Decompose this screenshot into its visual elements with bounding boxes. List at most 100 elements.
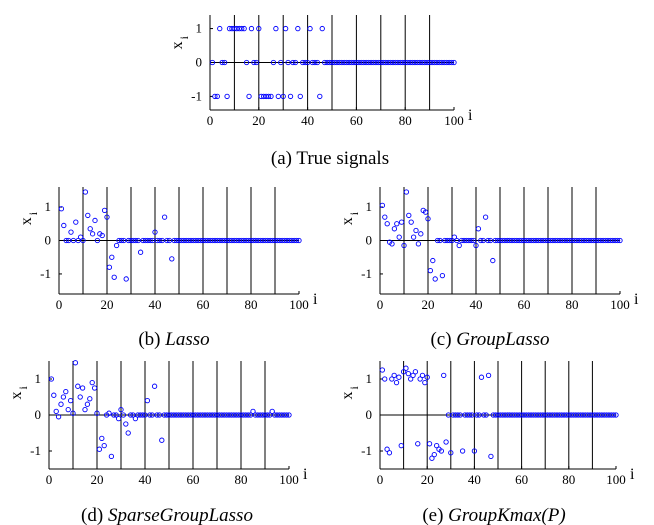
data-point bbox=[286, 412, 292, 418]
data-point bbox=[448, 59, 455, 66]
data-point bbox=[82, 189, 89, 195]
x-tick-label: 40 bbox=[301, 113, 314, 128]
data-point bbox=[58, 401, 64, 407]
data-point bbox=[397, 59, 403, 66]
data-point bbox=[451, 234, 458, 240]
data-point bbox=[424, 59, 430, 66]
data-point bbox=[470, 237, 477, 244]
y-axis-label: x bbox=[18, 217, 35, 225]
data-point bbox=[389, 376, 395, 382]
data-point bbox=[375, 59, 382, 66]
data-point bbox=[317, 93, 323, 100]
data-point bbox=[434, 59, 440, 66]
data-point bbox=[434, 237, 441, 244]
data-point bbox=[104, 214, 110, 220]
y-axis-label-group: xi bbox=[18, 211, 40, 225]
data-point bbox=[408, 219, 414, 225]
subplot-caption: (e) GroupKmax(P) bbox=[422, 505, 565, 525]
data-point bbox=[441, 372, 447, 379]
data-point bbox=[261, 93, 267, 100]
data-point bbox=[214, 93, 220, 100]
data-point bbox=[339, 59, 345, 66]
data-point bbox=[412, 369, 419, 375]
data-point bbox=[443, 439, 449, 445]
data-point bbox=[446, 237, 453, 244]
x-tick-label: 80 bbox=[562, 472, 575, 487]
data-point bbox=[248, 25, 255, 32]
y-tick-label: 1 bbox=[35, 371, 42, 386]
x-tick-label: 60 bbox=[518, 297, 531, 312]
data-point bbox=[614, 237, 621, 244]
data-point bbox=[363, 59, 369, 66]
y-axis-label-subscript: i bbox=[347, 386, 361, 390]
data-point bbox=[455, 412, 461, 418]
data-point bbox=[115, 415, 122, 422]
data-point bbox=[432, 276, 438, 282]
x-tick-label: 80 bbox=[566, 297, 579, 312]
x-axis-label: i bbox=[468, 107, 473, 124]
data-point bbox=[164, 237, 170, 244]
data-point bbox=[448, 450, 454, 456]
data-point bbox=[456, 242, 462, 249]
y-tick-label: -1 bbox=[361, 266, 372, 281]
y-tick-label: 0 bbox=[35, 407, 42, 422]
data-point bbox=[429, 455, 435, 461]
data-point bbox=[89, 231, 96, 237]
x-tick-label: 100 bbox=[606, 472, 626, 487]
data-point bbox=[439, 59, 445, 66]
data-point bbox=[101, 207, 108, 214]
data-point bbox=[263, 93, 269, 100]
data-point bbox=[72, 360, 79, 366]
data-point bbox=[151, 383, 158, 389]
data-point bbox=[483, 412, 489, 418]
data-point bbox=[85, 212, 91, 219]
data-point bbox=[398, 219, 405, 225]
data-point bbox=[273, 25, 279, 32]
y-tick-label: -1 bbox=[361, 443, 372, 458]
data-point bbox=[241, 25, 247, 32]
y-axis-label-group: xi bbox=[169, 35, 191, 49]
x-tick-label: 0 bbox=[46, 472, 53, 487]
y-tick-label: -1 bbox=[30, 443, 41, 458]
data-point bbox=[412, 59, 418, 66]
data-point bbox=[217, 25, 223, 32]
y-tick-label: 0 bbox=[196, 55, 203, 70]
x-tick-label: 100 bbox=[610, 297, 630, 312]
y-tick-label: -1 bbox=[191, 88, 202, 103]
data-point bbox=[55, 414, 62, 420]
data-point bbox=[422, 379, 428, 386]
data-point bbox=[467, 412, 473, 418]
data-point bbox=[365, 59, 372, 66]
data-point bbox=[82, 406, 88, 413]
data-point bbox=[68, 229, 74, 235]
x-tick-label: 60 bbox=[350, 113, 363, 128]
data-point bbox=[387, 59, 394, 66]
data-point bbox=[287, 93, 294, 100]
y-axis-label-subscript: i bbox=[177, 35, 191, 39]
data-point bbox=[169, 256, 175, 262]
data-point bbox=[351, 59, 357, 66]
x-tick-label: 100 bbox=[289, 297, 309, 312]
y-axis-label-subscript: i bbox=[347, 211, 361, 215]
data-point bbox=[481, 412, 487, 418]
data-point bbox=[77, 234, 84, 240]
data-point bbox=[386, 450, 393, 456]
data-point bbox=[389, 241, 395, 247]
data-point bbox=[319, 25, 325, 32]
data-point bbox=[459, 448, 466, 454]
data-point bbox=[285, 59, 291, 66]
data-point bbox=[348, 59, 355, 66]
data-point bbox=[436, 59, 443, 66]
data-point bbox=[485, 237, 491, 244]
data-point bbox=[346, 59, 352, 66]
data-point bbox=[482, 214, 489, 220]
data-point bbox=[89, 379, 95, 386]
x-axis-label: i bbox=[630, 466, 635, 483]
data-point bbox=[398, 442, 404, 449]
data-point bbox=[250, 408, 256, 415]
x-tick-label: 40 bbox=[139, 472, 152, 487]
data-point bbox=[125, 430, 131, 436]
data-point bbox=[63, 388, 69, 395]
